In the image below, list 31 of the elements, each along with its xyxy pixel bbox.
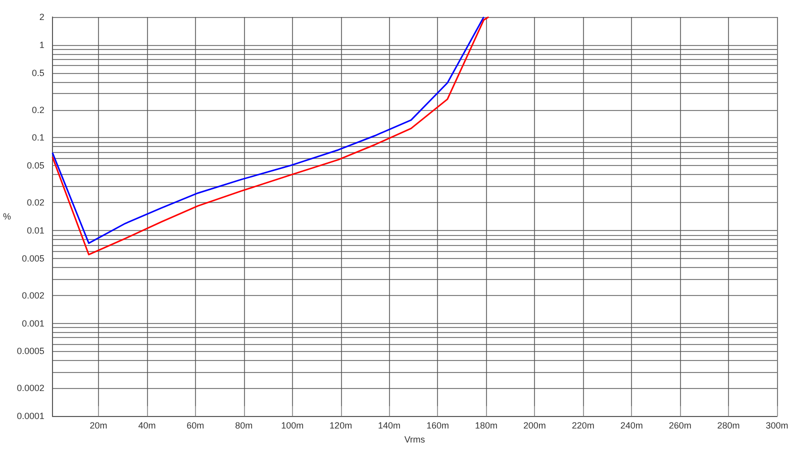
y-tick-label: 0.5	[32, 68, 44, 78]
x-axis-title: Vrms	[404, 434, 426, 444]
x-tick-label: 20m	[90, 420, 108, 431]
x-tick-label: 160m	[426, 420, 449, 431]
y-tick-label: 0.2	[32, 104, 44, 115]
y-tick-label: 1	[39, 40, 44, 50]
x-tick-label: 100m	[281, 420, 304, 431]
y-tick-label: 0.002	[22, 290, 44, 300]
y-tick-label: 0.05	[26, 160, 44, 171]
x-tick-label: 140m	[378, 420, 401, 431]
x-tick-label: 180m	[474, 420, 498, 431]
y-tick-label: 0.0001	[16, 411, 44, 422]
x-tick-label: 260m	[668, 420, 692, 431]
y-axis-title: %	[2, 212, 11, 222]
y-tick-label: 0.005	[22, 253, 44, 264]
y-tick-label: 0.02	[26, 198, 44, 208]
x-tick-label: 240m	[620, 420, 643, 431]
y-tick-label: 0.001	[22, 318, 44, 328]
x-tick-label: 200m	[523, 420, 546, 431]
x-tick-label: 220m	[572, 420, 594, 431]
y-tick-label: 0.1	[32, 132, 44, 143]
x-tick-label: 80m	[235, 420, 253, 431]
x-tick-label: 120m	[330, 420, 352, 431]
y-tick-label: 0.0002	[16, 383, 44, 394]
y-tick-label: 0.01	[26, 226, 44, 236]
x-tick-label: 60m	[186, 420, 204, 431]
y-tick-label: 0.0005	[16, 346, 44, 356]
y-tick-label: 2	[39, 12, 44, 22]
x-tick-label: 300m	[766, 420, 788, 431]
x-tick-label: 40m	[138, 420, 156, 431]
x-tick-label: 280m	[717, 420, 740, 431]
